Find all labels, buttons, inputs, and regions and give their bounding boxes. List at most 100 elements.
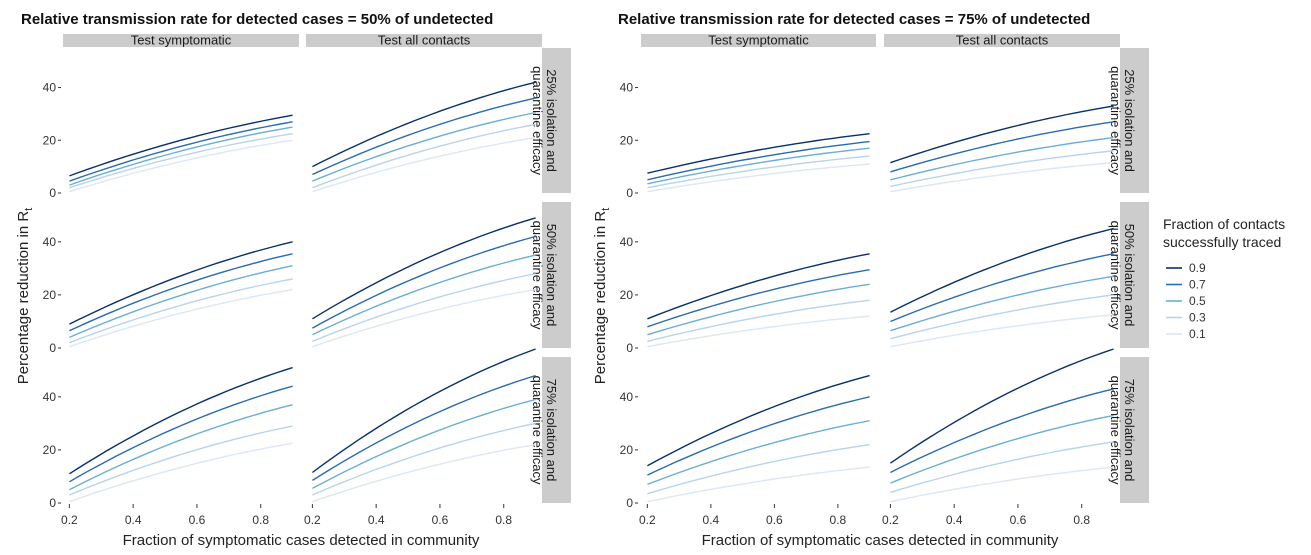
series-line-0-3 (890, 294, 1114, 340)
series-line-0-9 (890, 348, 1114, 464)
y-tick-label: 40 (43, 235, 57, 249)
legend-item-label: 0.1 (1189, 327, 1206, 341)
column-strip (306, 34, 542, 47)
series-line-0-1 (647, 163, 870, 193)
row-strip (542, 48, 571, 193)
row-strip (1120, 48, 1149, 193)
series-line-0-1 (312, 136, 536, 193)
series-line-0-1 (312, 443, 536, 503)
series-line-0-3 (890, 441, 1114, 494)
column-strip-label: Test all contacts (956, 33, 1049, 48)
row-strip (1120, 357, 1149, 503)
left-y-axis-title: Percentage reduction in Rt (15, 208, 35, 385)
series-line-0-5 (312, 254, 536, 336)
series-line-0-1 (69, 442, 293, 503)
left-x-axis-title: Fraction of symptomatic cases detected i… (123, 532, 480, 549)
y-tick-label: 0 (49, 496, 56, 510)
x-tick-label: 0.6 (432, 513, 449, 527)
series-line-0-3 (312, 422, 536, 496)
series-line-0-9 (69, 241, 293, 325)
series-line-0-5 (69, 404, 293, 491)
x-tick-label: 0.6 (189, 513, 206, 527)
row-strip-label: 25% isolation andquarantine efficacy (1108, 66, 1137, 175)
row-strip (1120, 202, 1149, 348)
series-line-0-7 (890, 121, 1114, 173)
series-line-0-1 (69, 288, 293, 348)
panel (69, 366, 293, 503)
series-line-0-1 (647, 466, 870, 503)
row-strip-label: 75% isolation andquarantine efficacy (530, 376, 559, 485)
x-tick-label: 0.4 (703, 513, 720, 527)
row-strip-label: 50% isolation andquarantine efficacy (530, 221, 559, 330)
y-tick-label: 20 (620, 288, 634, 302)
column-strip (641, 34, 876, 47)
series-line-0-5 (69, 265, 293, 339)
x-tick-label: 0.8 (252, 513, 269, 527)
x-tick-label: 0.4 (368, 513, 385, 527)
legend-item-label: 0.7 (1189, 278, 1206, 292)
column-strip (884, 34, 1120, 47)
x-tick-label: 0.2 (882, 513, 899, 527)
series-line-0-7 (312, 374, 536, 481)
x-tick-label: 0.2 (61, 513, 78, 527)
x-tick-label: 0.6 (1010, 513, 1027, 527)
y-tick-label: 20 (43, 288, 57, 302)
x-tick-label: 0.8 (495, 513, 512, 527)
right-y-axis-title: Percentage reduction in Rt (592, 208, 612, 385)
y-tick-label: 40 (43, 81, 57, 95)
y-tick-label: 0 (626, 496, 633, 510)
row-strip-label: 50% isolation andquarantine efficacy (1108, 221, 1137, 330)
left-figure-title: Relative transmission rate for detected … (21, 11, 493, 28)
panel (890, 227, 1114, 348)
legend-title-line-2: successfully traced (1163, 234, 1281, 250)
column-strip-label: Test symptomatic (131, 33, 232, 48)
series-line-0-5 (647, 147, 870, 185)
series-line-0-5 (312, 111, 536, 182)
series-line-0-5 (890, 414, 1114, 484)
series-line-0-7 (69, 385, 293, 483)
series-line-0-7 (647, 269, 870, 328)
series-line-0-1 (647, 315, 870, 348)
panel (69, 241, 293, 348)
row-strip (542, 357, 571, 503)
legend-title-line-1: Fraction of contacts (1163, 216, 1285, 232)
x-tick-label: 0.8 (1073, 513, 1090, 527)
panel (890, 105, 1114, 193)
series-line-0-7 (647, 140, 870, 181)
series-line-0-3 (69, 133, 293, 189)
series-line-0-3 (890, 150, 1114, 188)
x-tick-label: 0.6 (766, 513, 783, 527)
panel (312, 217, 536, 348)
series-line-0-1 (890, 466, 1114, 503)
y-tick-label: 20 (620, 133, 634, 147)
panel (69, 114, 293, 193)
y-tick-label: 40 (620, 390, 634, 404)
figure-2-group: Test symptomatic Test all contacts 25% iso… (620, 33, 1149, 527)
series-line-0-9 (647, 253, 870, 320)
series-line-0-7 (312, 97, 536, 176)
row-strip-label: 75% isolation andquarantine efficacy (1108, 376, 1137, 485)
series-line-0-7 (890, 253, 1114, 323)
panel (890, 348, 1114, 503)
y-tick-label: 40 (620, 81, 634, 95)
y-tick-label: 20 (620, 443, 634, 457)
series-line-0-5 (890, 275, 1114, 332)
y-tick-label: 0 (49, 341, 56, 355)
series-line-0-7 (647, 396, 870, 476)
x-tick-label: 0.4 (946, 513, 963, 527)
panel (647, 133, 870, 193)
series-line-0-9 (311, 348, 536, 474)
series-line-0-7 (69, 253, 293, 332)
y-tick-label: 0 (626, 341, 633, 355)
series-line-0-7 (890, 388, 1114, 474)
series-line-0-5 (647, 420, 870, 486)
series-line-0-3 (312, 273, 536, 343)
series-line-0-3 (69, 425, 293, 496)
series-line-0-1 (890, 314, 1114, 348)
series-line-0-5 (890, 136, 1114, 181)
series-line-0-9 (647, 133, 870, 174)
legend: Fraction of contacts successfully traced… (1163, 216, 1285, 341)
panel (311, 348, 536, 503)
panel (647, 374, 870, 503)
